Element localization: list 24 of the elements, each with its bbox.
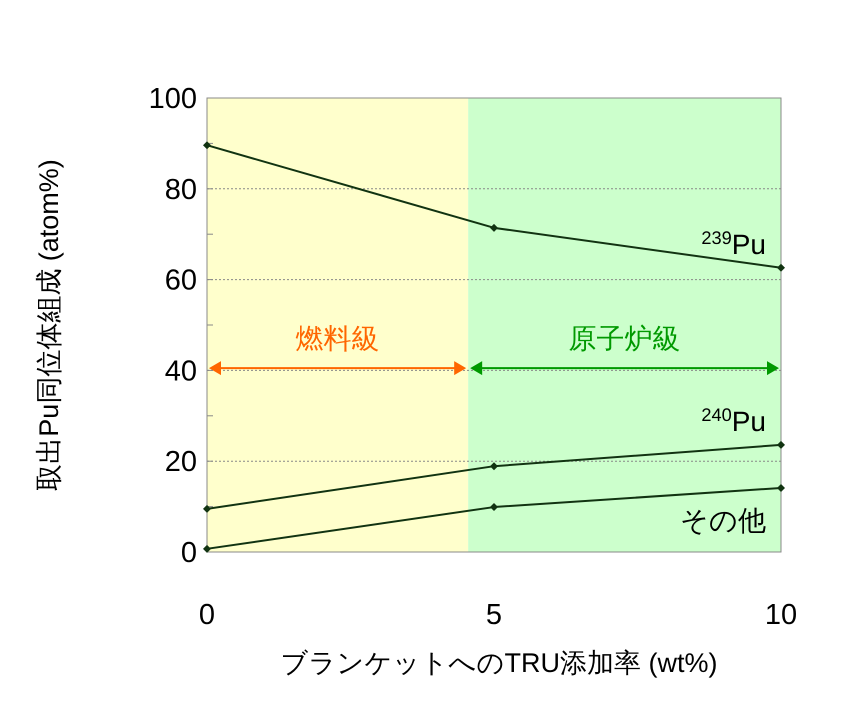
band-label: 原子炉級 bbox=[568, 323, 681, 354]
y-tick-label: 40 bbox=[164, 355, 197, 388]
x-tick-label: 10 bbox=[764, 599, 798, 631]
point bbox=[490, 503, 498, 512]
point bbox=[777, 484, 785, 492]
series-label: その他 bbox=[680, 504, 766, 536]
series-label: $^{240}$Pu bbox=[701, 404, 766, 437]
y-tick-label: 20 bbox=[164, 446, 197, 478]
point bbox=[203, 141, 211, 150]
y-axis-title: 取出Pu同位体組成 (atom%) bbox=[34, 159, 64, 491]
series-label: $^{239}$Pu bbox=[701, 228, 766, 260]
band-label: 燃料級 bbox=[296, 323, 380, 354]
y-tick-label: 60 bbox=[164, 264, 197, 297]
point bbox=[777, 264, 785, 272]
y-tick-label: 80 bbox=[164, 174, 197, 206]
x-tick-label: 5 bbox=[486, 599, 502, 631]
point bbox=[490, 462, 498, 470]
x-axis-title: ブランケットへのTRU添加率 (wt%) bbox=[280, 648, 718, 678]
point bbox=[203, 504, 211, 513]
y-tick-label: 100 bbox=[148, 83, 197, 115]
point bbox=[203, 544, 211, 553]
point bbox=[777, 440, 785, 449]
y-tick-label: 0 bbox=[180, 537, 197, 569]
point bbox=[490, 224, 498, 232]
